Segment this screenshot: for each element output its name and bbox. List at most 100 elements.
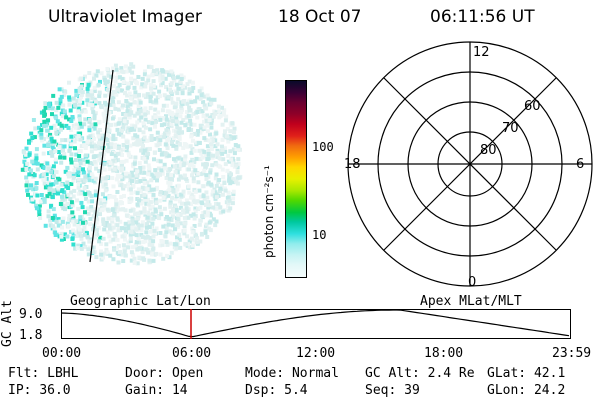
image-pixel [120, 234, 125, 239]
image-pixel [146, 172, 151, 177]
image-pixel [132, 142, 136, 147]
image-pixel [90, 106, 95, 111]
image-pixel [56, 217, 61, 222]
image-pixel [66, 172, 71, 177]
image-pixel [51, 93, 56, 98]
image-pixel [154, 251, 159, 256]
image-pixel [129, 198, 134, 203]
image-pixel [39, 128, 44, 133]
image-pixel [152, 228, 157, 233]
image-pixel [22, 150, 27, 155]
image-pixel [135, 134, 140, 139]
image-pixel [112, 194, 117, 199]
image-pixel [127, 68, 132, 73]
image-pixel [106, 195, 110, 200]
image-pixel [172, 157, 176, 162]
image-pixel [180, 157, 185, 162]
image-pixel [136, 236, 141, 241]
image-pixel [182, 99, 187, 103]
image-pixel [76, 182, 81, 187]
image-pixel [101, 111, 106, 116]
image-pixel [186, 201, 191, 206]
image-pixel [42, 199, 47, 204]
image-pixel [201, 171, 205, 176]
image-pixel [158, 172, 162, 177]
image-pixel [162, 206, 167, 211]
image-pixel [93, 189, 98, 194]
image-pixel [39, 193, 44, 197]
image-pixel [138, 106, 143, 111]
image-pixel [208, 168, 213, 173]
image-pixel [144, 247, 149, 252]
image-pixel [192, 216, 197, 221]
image-pixel [94, 73, 99, 78]
image-pixel [170, 185, 175, 190]
image-pixel [41, 177, 46, 182]
image-pixel [168, 181, 173, 186]
image-pixel [135, 120, 140, 125]
image-pixel [95, 233, 100, 237]
image-pixel [92, 113, 97, 118]
image-pixel [133, 155, 138, 160]
image-pixel [100, 192, 105, 197]
image-pixel [148, 83, 153, 87]
image-pixel [188, 160, 193, 165]
image-pixel [230, 121, 235, 126]
image-pixel [233, 143, 238, 147]
image-pixel [148, 216, 153, 221]
image-pixel [83, 117, 88, 122]
image-pixel [92, 230, 97, 235]
image-pixel [90, 96, 95, 101]
image-pixel [219, 183, 224, 188]
image-pixel [89, 194, 94, 199]
image-pixel [132, 100, 137, 104]
image-pixel [174, 101, 179, 106]
image-pixel [101, 198, 106, 203]
image-pixel [78, 244, 83, 249]
image-pixel [89, 89, 94, 94]
image-pixel [191, 179, 196, 184]
image-pixel [202, 149, 207, 154]
image-pixel [155, 174, 160, 179]
image-pixel [151, 216, 156, 221]
image-pixel [169, 69, 174, 74]
image-pixel [88, 165, 92, 170]
image-pixel [34, 181, 39, 185]
image-pixel [196, 171, 201, 176]
image-pixel [150, 211, 155, 216]
image-pixel [77, 154, 82, 158]
image-pixel [212, 97, 217, 102]
image-pixel [110, 219, 115, 224]
image-pixel [135, 261, 140, 266]
image-pixel [209, 142, 213, 147]
image-pixel [156, 110, 161, 115]
image-pixel [165, 146, 170, 151]
image-pixel [204, 224, 208, 229]
image-pixel [220, 122, 225, 127]
auroral-image [20, 62, 243, 266]
image-pixel [108, 194, 113, 199]
image-pixel [106, 141, 110, 146]
image-pixel [170, 100, 175, 105]
image-pixel [218, 210, 223, 215]
image-pixel [200, 231, 205, 236]
image-pixel [137, 246, 142, 251]
image-pixel [76, 94, 81, 99]
image-pixel [181, 84, 185, 89]
image-pixel [152, 150, 157, 155]
image-pixel [68, 108, 73, 113]
image-pixel [145, 215, 150, 220]
image-pixel [125, 144, 129, 149]
image-pixel [198, 172, 203, 177]
image-pixel [205, 113, 210, 118]
image-pixel [32, 173, 37, 178]
image-pixel [97, 101, 102, 106]
image-pixel [25, 188, 30, 193]
image-pixel [93, 122, 98, 127]
image-pixel [33, 126, 38, 131]
image-pixel [173, 134, 178, 138]
image-pixel [77, 227, 82, 232]
image-pixel [97, 90, 102, 95]
image-pixel [34, 147, 39, 152]
image-pixel [193, 99, 198, 104]
